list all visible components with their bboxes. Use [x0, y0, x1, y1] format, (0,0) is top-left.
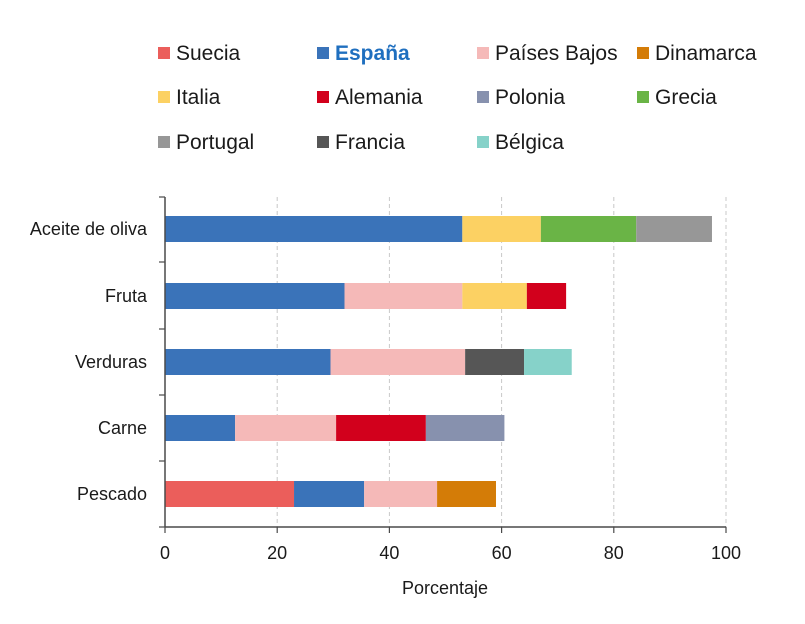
x-tick-label-80: 80 [604, 543, 624, 563]
legend-label-paises-bajos: Países Bajos [495, 42, 618, 65]
category-label-verduras: Verduras [75, 352, 147, 372]
category-label-pescado: Pescado [77, 484, 147, 504]
bar-pescado-dinamarca [437, 481, 496, 507]
axes [159, 196, 727, 533]
legend-label-suecia: Suecia [176, 42, 241, 65]
legend-swatch-italia [158, 91, 170, 103]
x-tick-label-40: 40 [379, 543, 399, 563]
x-tick-label-0: 0 [160, 543, 170, 563]
category-labels: Aceite de oliva Fruta Verduras Carne Pescado [30, 219, 148, 504]
bar-fruta-paises-bajos [344, 283, 463, 309]
category-label-carne: Carne [98, 418, 147, 438]
x-tick-label-60: 60 [492, 543, 512, 563]
legend-swatch-francia [317, 136, 329, 148]
legend: Suecia España Países Bajos Dinamarca Italia A… [158, 42, 757, 154]
legend-label-italia: Italia [176, 86, 221, 109]
x-tick-labels: 0 20 40 60 80 100 [160, 543, 741, 563]
bar-fruta-alemania [526, 283, 567, 309]
legend-label-espana: España [335, 42, 410, 65]
x-tick-label-20: 20 [267, 543, 287, 563]
bar-pescado-paises-bajos [364, 481, 438, 507]
bar-pescado-suecia [165, 481, 295, 507]
bar-aceite-de-oliva-italia [462, 216, 541, 242]
bar-verduras-belgica [524, 349, 572, 375]
x-axis-title: Porcentaje [402, 578, 488, 598]
bar-fruta-espana [165, 283, 345, 309]
bar-carne-alemania [336, 415, 426, 441]
legend-label-polonia: Polonia [495, 86, 565, 109]
bars [165, 216, 712, 507]
legend-label-grecia: Grecia [655, 86, 717, 109]
category-label-aceite-de-oliva: Aceite de oliva [30, 219, 148, 239]
legend-label-dinamarca: Dinamarca [655, 42, 757, 65]
legend-swatch-suecia [158, 47, 170, 59]
legend-swatch-portugal [158, 136, 170, 148]
legend-swatch-alemania [317, 91, 329, 103]
bar-carne-polonia [425, 415, 505, 441]
category-label-fruta: Fruta [105, 286, 148, 306]
legend-swatch-belgica [477, 136, 489, 148]
legend-label-belgica: Bélgica [495, 131, 564, 154]
bar-carne-espana [165, 415, 236, 441]
bar-pescado-espana [294, 481, 365, 507]
legend-swatch-paises-bajos [477, 47, 489, 59]
legend-label-portugal: Portugal [176, 131, 254, 154]
bar-verduras-espana [165, 349, 331, 375]
bar-aceite-de-oliva-portugal [636, 216, 712, 242]
legend-swatch-polonia [477, 91, 489, 103]
legend-swatch-espana [317, 47, 329, 59]
bar-aceite-de-oliva-espana [165, 216, 463, 242]
bar-carne-paises-bajos [235, 415, 337, 441]
legend-swatch-grecia [637, 91, 649, 103]
legend-label-alemania: Alemania [335, 86, 423, 109]
bar-aceite-de-oliva-grecia [540, 216, 637, 242]
x-tick-label-100: 100 [711, 543, 741, 563]
bar-fruta-italia [462, 283, 527, 309]
legend-swatch-dinamarca [637, 47, 649, 59]
legend-label-francia: Francia [335, 131, 405, 154]
bar-verduras-paises-bajos [330, 349, 466, 375]
bar-verduras-francia [465, 349, 525, 375]
